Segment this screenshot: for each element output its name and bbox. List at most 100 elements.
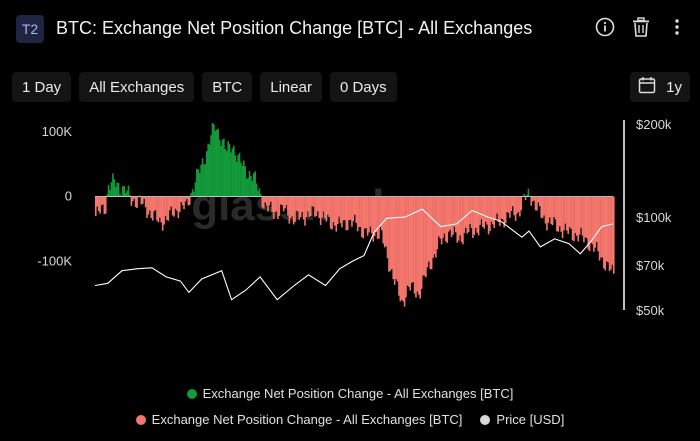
net-change-bar [292, 196, 295, 225]
net-change-bar [428, 196, 430, 262]
net-change-bar [493, 196, 496, 228]
legend-label-negative: Exchange Net Position Change - All Excha… [151, 412, 463, 427]
net-change-bar [595, 196, 598, 243]
net-change-bar [349, 196, 352, 221]
net-change-bar [443, 196, 446, 234]
net-change-bar [136, 196, 138, 209]
net-change-bar [133, 196, 136, 199]
calendar-icon [638, 76, 656, 98]
net-change-bar [497, 196, 500, 223]
net-change-bar [272, 196, 275, 219]
net-change-bar [393, 196, 396, 285]
net-change-bar [171, 196, 174, 216]
page-title: BTC: Exchange Net Position Change [BTC] … [56, 18, 533, 38]
net-change-bar [490, 196, 493, 222]
net-change-bar [102, 196, 104, 205]
net-change-bar [214, 130, 217, 197]
legend-item-positive[interactable]: Exchange Net Position Change - All Excha… [186, 386, 513, 401]
asset-button[interactable]: BTC [202, 72, 253, 102]
net-change-bar [299, 196, 302, 218]
more-vertical-icon[interactable] [666, 16, 688, 38]
net-change-bar [369, 196, 372, 227]
net-change-bar [351, 196, 353, 227]
net-change-bar [126, 190, 128, 197]
net-change-bar [603, 196, 605, 269]
net-change-bar [99, 196, 101, 214]
net-change-bar [409, 196, 412, 291]
info-icon[interactable] [594, 16, 616, 38]
net-change-bar [305, 196, 308, 218]
net-change-bar [213, 124, 215, 197]
net-change-bar [486, 196, 488, 225]
trash-icon[interactable] [630, 16, 652, 38]
net-change-bar [410, 196, 413, 283]
net-change-bar [576, 196, 578, 236]
price-line [94, 208, 614, 301]
net-change-bar [613, 196, 615, 274]
net-change-bar [193, 191, 195, 197]
legend-item-negative[interactable]: Exchange Net Position Change - All Excha… [135, 412, 463, 427]
net-change-bar [536, 196, 538, 211]
legend-item-price[interactable]: Price [USD] [480, 412, 564, 427]
scale-button[interactable]: Linear [260, 72, 322, 102]
net-change-bar [335, 196, 338, 232]
net-change-bar [610, 196, 612, 270]
net-change-bar [558, 196, 561, 227]
net-change-bar [167, 196, 170, 221]
net-change-bar [221, 139, 224, 197]
net-change-bar [208, 144, 211, 197]
net-change-bar [564, 196, 567, 224]
net-change-bar [120, 195, 123, 197]
net-change-bar [391, 196, 393, 270]
moving-average-button[interactable]: 0 Days [329, 72, 397, 102]
net-change-bar [362, 196, 365, 239]
net-change-bar [318, 196, 321, 219]
net-change-bar [284, 196, 286, 209]
chart-controls: 1 Day All Exchanges BTC Linear 0 Days [12, 72, 397, 102]
net-change-bar [149, 196, 151, 211]
net-change-bar [285, 196, 288, 205]
net-change-bar [573, 196, 575, 242]
net-change-bar [332, 196, 335, 223]
net-change-bar [307, 196, 309, 212]
net-change-bar [507, 196, 510, 213]
net-change-bar [467, 196, 470, 233]
net-change-bar [233, 145, 235, 197]
net-change-bar [517, 196, 520, 213]
net-change-bar [554, 196, 557, 220]
net-change-bar [247, 177, 249, 197]
net-change-bar [184, 196, 187, 202]
net-change-bar [511, 196, 514, 207]
net-change-bar [563, 196, 565, 231]
exchanges-button[interactable]: All Exchanges [79, 72, 195, 102]
net-change-bar [331, 196, 333, 230]
legend-row-1: Exchange Net Position Change - All Excha… [0, 386, 700, 401]
net-change-bar [537, 196, 540, 203]
date-range-button[interactable]: 1y [630, 72, 690, 102]
net-change-bar [395, 196, 397, 280]
net-change-bar [288, 196, 291, 224]
net-change-bar [96, 196, 99, 207]
net-change-bar [197, 169, 200, 197]
net-change-bar [129, 195, 131, 197]
net-change-bar [492, 196, 494, 225]
net-change-bar [329, 196, 332, 229]
resolution-button[interactable]: 1 Day [12, 72, 72, 102]
net-change-bar [608, 196, 611, 271]
net-change-bar [499, 196, 501, 226]
net-change-bar [473, 196, 476, 235]
net-change-bar [103, 196, 106, 215]
net-change-bar [344, 196, 346, 221]
net-change-bar [383, 196, 386, 248]
date-range-label: 1y [666, 78, 682, 96]
net-change-bar [268, 196, 271, 206]
net-change-bar [423, 196, 426, 276]
net-change-bar [154, 196, 157, 211]
net-change-bar [585, 196, 588, 239]
net-change-bar [456, 196, 459, 243]
net-change-bar [174, 196, 177, 209]
net-change-bar [243, 160, 245, 197]
net-change-bar [122, 186, 124, 197]
net-change-bar [104, 196, 107, 214]
net-change-bar [210, 135, 212, 197]
